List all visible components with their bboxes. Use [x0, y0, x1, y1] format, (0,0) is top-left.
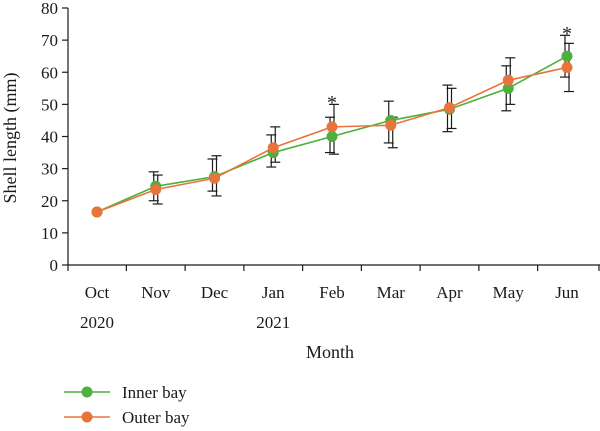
y-tick-label: 40 [41, 128, 58, 147]
y-tick-label: 30 [41, 160, 58, 179]
data-point [502, 74, 514, 86]
y-tick-label: 0 [50, 256, 59, 275]
data-point [326, 121, 338, 133]
data-point [209, 172, 220, 184]
x-tick-label: Oct [85, 283, 110, 302]
x-tick-label: May [493, 283, 525, 302]
y-tick-label: 10 [41, 224, 58, 243]
y-tick-label: 50 [41, 95, 58, 114]
y-axis-title: Shell length (mm) [0, 73, 21, 204]
y-tick-label: 20 [41, 192, 58, 211]
x-tick-label: Dec [201, 283, 229, 302]
x-year-label: 2021 [256, 313, 290, 332]
legend-marker [81, 386, 93, 398]
legend: Inner bay Outer bay [64, 383, 190, 427]
data-point [561, 50, 573, 62]
y-tick-label: 60 [41, 63, 58, 82]
significance-annotations: ** [327, 23, 572, 114]
x-tick-label: Nov [141, 283, 171, 302]
data-point [444, 102, 455, 114]
x-tick-label: Mar [377, 283, 406, 302]
axes: 0 10 20 30 40 50 60 70 80 Oct Nov Dec Jan Feb Mar Apr Ma… [41, 0, 600, 332]
data-point [561, 61, 573, 73]
data-point [267, 142, 279, 154]
x-axis-title: Month [306, 342, 354, 362]
data-point [150, 184, 162, 196]
series-points [91, 50, 573, 218]
legend-label: Inner bay [122, 383, 187, 402]
x-tick-label: Apr [436, 283, 463, 302]
x-tick-label: Feb [319, 283, 345, 302]
x-tick-label: Jan [262, 283, 285, 302]
data-point [91, 206, 103, 218]
x-year-label: 2020 [80, 313, 114, 332]
x-tick-label: Jun [555, 283, 579, 302]
data-point [502, 82, 514, 94]
y-tick-label: 80 [41, 0, 58, 18]
significance-marker: * [562, 23, 572, 45]
legend-marker [81, 411, 93, 423]
axis-labels: Month Shell length (mm) [0, 73, 354, 362]
legend-label: Outer bay [122, 408, 190, 427]
data-point [385, 119, 397, 131]
significance-marker: * [327, 92, 337, 114]
data-point [326, 131, 338, 142]
y-tick-label: 70 [41, 31, 58, 50]
